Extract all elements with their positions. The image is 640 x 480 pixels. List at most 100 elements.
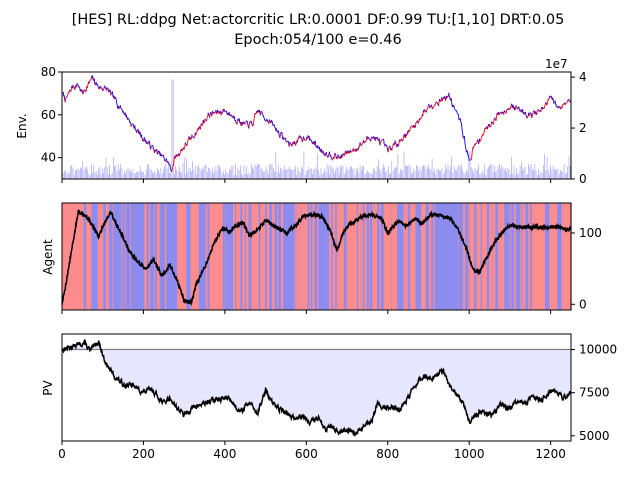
action-band bbox=[238, 203, 241, 310]
action-band bbox=[416, 203, 418, 310]
xtick-label: 1200 bbox=[535, 447, 566, 461]
action-band bbox=[452, 203, 454, 310]
action-band bbox=[274, 203, 275, 310]
action-band bbox=[121, 203, 123, 310]
action-band bbox=[510, 203, 512, 310]
action-band bbox=[278, 203, 282, 310]
action-band bbox=[397, 203, 399, 310]
agent-ytick-label: 0 bbox=[579, 297, 587, 311]
action-band bbox=[198, 203, 200, 310]
env-secondary-tick-label: 4 bbox=[579, 70, 587, 84]
action-band bbox=[71, 203, 74, 310]
action-band bbox=[125, 203, 129, 310]
action-band bbox=[489, 203, 491, 310]
action-band bbox=[405, 203, 409, 310]
chart-title: [HES] RL:ddpg Net:actorcritic LR:0.0001 … bbox=[72, 12, 565, 28]
action-band bbox=[500, 203, 502, 310]
action-band bbox=[135, 203, 138, 310]
action-band bbox=[117, 203, 121, 310]
action-band bbox=[352, 203, 356, 310]
agent-axes-frame bbox=[61, 202, 572, 311]
action-band bbox=[221, 203, 224, 310]
action-band bbox=[372, 203, 375, 310]
action-band bbox=[518, 203, 520, 310]
action-band bbox=[567, 203, 570, 310]
action-band bbox=[292, 203, 294, 310]
action-band bbox=[193, 203, 195, 310]
action-band bbox=[508, 203, 510, 310]
action-band bbox=[516, 203, 519, 310]
agent-right-ticks: 0 100 bbox=[571, 226, 602, 311]
env-right-ticks: 0 2 4 bbox=[571, 70, 587, 186]
env-secondary-offset-label: 1e7 bbox=[545, 57, 568, 71]
action-band bbox=[253, 203, 255, 310]
action-band bbox=[448, 203, 450, 310]
action-band bbox=[329, 203, 332, 310]
action-band bbox=[246, 203, 249, 310]
action-band bbox=[199, 203, 200, 310]
action-band bbox=[321, 203, 323, 310]
action-band bbox=[403, 203, 406, 310]
xtick-label: 1000 bbox=[454, 447, 485, 461]
action-band bbox=[362, 203, 365, 310]
action-band bbox=[72, 203, 76, 310]
action-band bbox=[219, 203, 222, 310]
action-band bbox=[449, 203, 452, 310]
action-band bbox=[211, 203, 214, 310]
action-band bbox=[421, 203, 424, 310]
action-band bbox=[331, 203, 334, 310]
action-band bbox=[341, 203, 345, 310]
action-band bbox=[159, 203, 161, 310]
action-band bbox=[266, 203, 268, 310]
action-band bbox=[438, 203, 440, 310]
action-band bbox=[66, 203, 67, 310]
action-band bbox=[267, 203, 270, 310]
action-band bbox=[188, 203, 191, 310]
xtick-label: 200 bbox=[132, 447, 155, 461]
action-band bbox=[338, 203, 342, 310]
action-band bbox=[162, 203, 166, 310]
action-band bbox=[277, 203, 279, 310]
action-band bbox=[533, 203, 536, 310]
action-band bbox=[120, 203, 122, 310]
action-band bbox=[546, 203, 550, 310]
action-band bbox=[122, 203, 126, 310]
action-band bbox=[315, 203, 317, 310]
action-band bbox=[205, 203, 207, 310]
action-band bbox=[317, 203, 319, 310]
action-band bbox=[251, 203, 253, 310]
action-band bbox=[130, 203, 132, 310]
action-band bbox=[244, 203, 245, 310]
action-band bbox=[434, 203, 437, 310]
action-band bbox=[423, 203, 426, 310]
action-band bbox=[364, 203, 367, 310]
action-band bbox=[476, 203, 479, 310]
action-band bbox=[291, 203, 293, 310]
action-band bbox=[360, 203, 362, 310]
action-band bbox=[271, 203, 273, 310]
action-band bbox=[260, 203, 263, 310]
action-band bbox=[213, 203, 216, 310]
action-band bbox=[244, 203, 246, 310]
action-band bbox=[181, 203, 185, 310]
action-band bbox=[144, 203, 147, 310]
action-band bbox=[149, 203, 152, 310]
action-band bbox=[89, 203, 92, 310]
action-band bbox=[233, 203, 236, 310]
action-band bbox=[453, 203, 457, 310]
action-band bbox=[252, 203, 255, 310]
action-band bbox=[283, 203, 287, 310]
action-band bbox=[165, 203, 167, 310]
action-band bbox=[431, 203, 433, 310]
agent-ylabel: Agent bbox=[41, 239, 55, 275]
action-band bbox=[450, 203, 453, 310]
action-band bbox=[557, 203, 560, 310]
action-band bbox=[492, 203, 496, 310]
action-band bbox=[515, 203, 517, 310]
action-band bbox=[498, 203, 501, 310]
action-band bbox=[303, 203, 306, 310]
xtick-label: 800 bbox=[376, 447, 399, 461]
action-band bbox=[146, 203, 150, 310]
action-band bbox=[160, 203, 163, 310]
action-band bbox=[294, 203, 296, 310]
